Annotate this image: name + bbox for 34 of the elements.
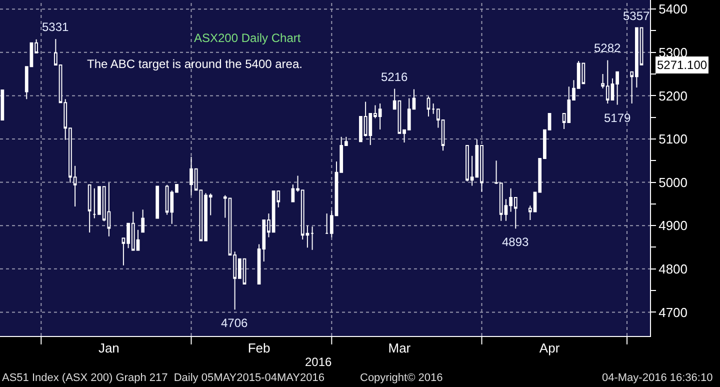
annotation: The ABC target is around the 5400 area. [87, 57, 302, 71]
annotation: 5282 [594, 41, 622, 55]
y-tick-label: 4700 [658, 304, 688, 320]
annotation: 5271.100 [657, 58, 708, 72]
annotation: 5331 [42, 20, 70, 34]
candlestick [92, 188, 96, 219]
candlestick [88, 184, 92, 234]
annotation: 5179 [604, 111, 632, 125]
annotation: 5216 [381, 70, 408, 84]
text: ASX200 Daily Chart [194, 31, 302, 45]
y-tick-label: 5000 [658, 174, 688, 190]
y-tick-label: 4800 [658, 261, 688, 276]
y-tick-label: 5400 [658, 2, 688, 17]
candlestick [156, 186, 160, 219]
x-tick-label: Apr [539, 340, 560, 356]
annotation: 4893 [502, 235, 530, 249]
x-tick-label: Mar [388, 340, 412, 356]
annotation: 5357 [623, 9, 650, 23]
x-tick-label: Jan [98, 340, 120, 356]
candlestick [426, 96, 430, 117]
y-tick-label: 5200 [658, 88, 688, 104]
candlestick [325, 212, 328, 234]
y-tick-label: 5100 [658, 132, 688, 147]
text: 2016 [305, 355, 332, 369]
text: AS51 Index (ASX 200) Graph 217 Daily 05MAY2015-04MAY2016 [2, 372, 324, 384]
candlestick [0, 90, 4, 120]
annotation: 4706 [221, 316, 248, 330]
candlestick [141, 209, 145, 233]
candlestick [432, 102, 436, 114]
text: Copyright© 2016 [360, 372, 443, 384]
candlestick [310, 226, 314, 250]
text: 04-May-2016 16:36:10 [602, 372, 713, 384]
x-tick-label: Feb [248, 340, 270, 356]
y-tick-label: 4900 [658, 218, 688, 234]
